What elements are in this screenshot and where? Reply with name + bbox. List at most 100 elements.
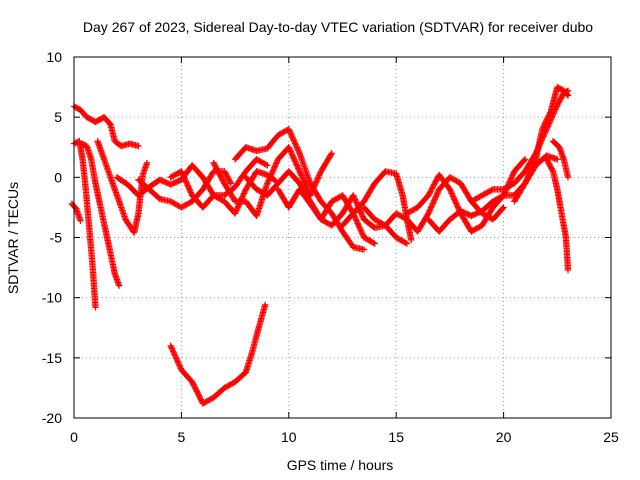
- data-point: [272, 161, 279, 169]
- data-point: [291, 156, 298, 164]
- data-point: [286, 146, 294, 154]
- data-point: [541, 120, 549, 127]
- data-point: [351, 214, 359, 221]
- data-point: [267, 173, 274, 180]
- data-point: [183, 180, 191, 188]
- x-axis-label: GPS time / hours: [287, 457, 394, 473]
- y-axis-ticks: -20 -15 -10 -5 0 5 10: [42, 49, 611, 426]
- data-point: [403, 240, 411, 247]
- data-point: [521, 180, 529, 187]
- data-point: [355, 221, 362, 228]
- data-point: [523, 177, 530, 184]
- data-point: [233, 205, 241, 213]
- data-point: [358, 212, 366, 219]
- data-point: [356, 224, 363, 231]
- data-point: [525, 171, 533, 179]
- data-point: [434, 190, 441, 197]
- data-point: [526, 168, 534, 176]
- data-point: [499, 205, 506, 212]
- data-point: [425, 210, 432, 217]
- data-point: [351, 195, 358, 202]
- data-point: [530, 161, 537, 169]
- data-point: [227, 180, 235, 187]
- data-point: [523, 175, 531, 183]
- data-point: [520, 157, 528, 164]
- x-axis-ticks: 0 5 10 15 20 25: [70, 57, 619, 445]
- data-point: [313, 178, 320, 185]
- data-point: [180, 172, 187, 179]
- data-point: [234, 204, 241, 211]
- y-tick-label: 10: [46, 49, 62, 65]
- data-point: [298, 173, 306, 181]
- data-point: [353, 217, 360, 224]
- data-point: [295, 148, 303, 156]
- data-point: [271, 164, 278, 171]
- data-point: [291, 140, 299, 147]
- data-point: [285, 126, 292, 133]
- data-point: [429, 201, 436, 209]
- data-point: [453, 201, 461, 209]
- data-point: [448, 190, 455, 197]
- data-point: [168, 344, 175, 351]
- data-point: [428, 203, 435, 210]
- data-point: [172, 353, 179, 361]
- data-point: [360, 246, 368, 253]
- data-point: [427, 204, 435, 211]
- data-point: [297, 170, 305, 178]
- data-point: [528, 165, 535, 173]
- data-point: [526, 170, 533, 177]
- series-arc-7: [135, 168, 235, 211]
- series-arc-9: [210, 144, 335, 220]
- data-point: [540, 123, 547, 130]
- data-point: [531, 157, 539, 164]
- data-point: [454, 203, 461, 210]
- data-point: [269, 167, 277, 174]
- data-point: [508, 173, 516, 181]
- data-point: [267, 171, 275, 179]
- data-point: [531, 158, 538, 166]
- data-point: [449, 193, 457, 200]
- data-point: [185, 183, 192, 191]
- data-point: [315, 172, 323, 179]
- data-point: [539, 124, 547, 132]
- data-point: [270, 165, 277, 173]
- data-point: [546, 110, 553, 118]
- data-point: [564, 266, 572, 274]
- chart-title: Day 267 of 2023, Sidereal Day-to-day VTE…: [83, 19, 593, 35]
- data-point: [315, 173, 322, 181]
- data-point: [77, 217, 84, 224]
- data-point: [289, 134, 296, 141]
- data-point: [488, 186, 495, 194]
- data-point: [169, 346, 176, 354]
- data-point: [269, 168, 276, 176]
- data-point: [447, 188, 455, 196]
- data-point: [135, 142, 142, 150]
- data-point: [288, 131, 295, 139]
- data-point: [327, 151, 335, 158]
- data-series: [68, 83, 572, 407]
- y-tick-label: 5: [54, 109, 62, 125]
- data-point: [295, 147, 302, 154]
- data-point: [178, 168, 185, 175]
- data-point: [530, 160, 538, 167]
- data-point: [286, 127, 293, 134]
- data-point: [352, 197, 359, 205]
- data-point: [286, 145, 293, 152]
- data-point: [287, 130, 294, 137]
- data-point: [357, 209, 365, 216]
- data-point: [264, 180, 271, 187]
- data-point: [543, 117, 550, 125]
- data-point: [564, 174, 572, 181]
- data-point: [430, 197, 438, 204]
- data-point: [295, 166, 303, 174]
- x-tick-label: 25: [603, 429, 619, 445]
- data-point: [298, 172, 305, 179]
- data-point: [429, 200, 437, 207]
- x-tick-label: 5: [178, 429, 186, 445]
- data-point: [187, 187, 194, 195]
- data-point: [143, 159, 151, 167]
- data-point: [358, 210, 365, 217]
- data-point: [176, 363, 184, 371]
- data-point: [296, 168, 303, 175]
